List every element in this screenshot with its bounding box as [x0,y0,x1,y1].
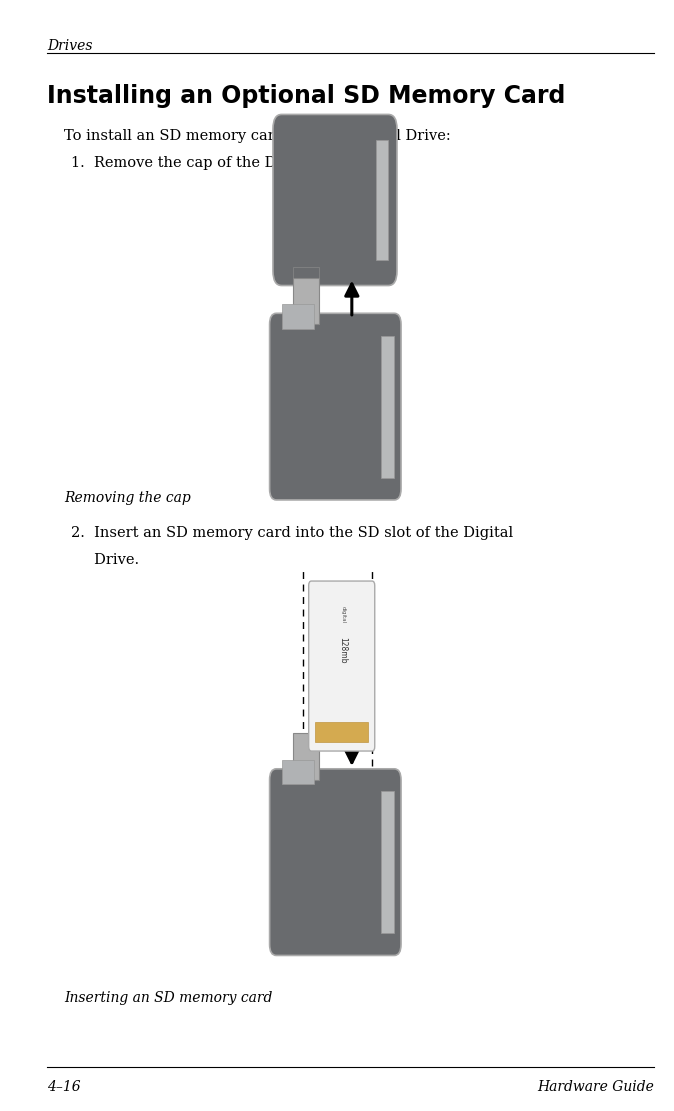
Text: Hardware Guide: Hardware Guide [537,1080,654,1094]
Bar [282,760,314,784]
Text: Removing the cap: Removing the cap [64,491,191,506]
Bar [381,336,394,478]
Bar [293,733,319,780]
FancyBboxPatch shape [309,581,375,751]
Bar [282,304,314,329]
Bar [293,267,319,287]
Text: 4–16: 4–16 [47,1080,81,1094]
Text: 2.  Insert an SD memory card into the SD slot of the Digital: 2. Insert an SD memory card into the SD … [71,526,513,540]
Bar [293,278,319,324]
FancyBboxPatch shape [270,313,401,500]
Text: digital: digital [340,605,346,623]
Text: 128mb: 128mb [338,637,347,663]
Bar [315,722,368,742]
Text: Drives: Drives [47,39,93,53]
FancyBboxPatch shape [273,114,397,286]
Text: Drive.: Drive. [71,553,139,568]
Text: 1.  Remove the cap of the Digital Drive.: 1. Remove the cap of the Digital Drive. [71,156,364,170]
Text: Inserting an SD memory card: Inserting an SD memory card [64,991,272,1005]
Text: Installing an Optional SD Memory Card: Installing an Optional SD Memory Card [47,84,565,109]
Text: To install an SD memory card into the Digital Drive:: To install an SD memory card into the Di… [64,129,451,143]
Bar [381,791,394,933]
FancyBboxPatch shape [270,769,401,955]
Bar [376,140,388,260]
